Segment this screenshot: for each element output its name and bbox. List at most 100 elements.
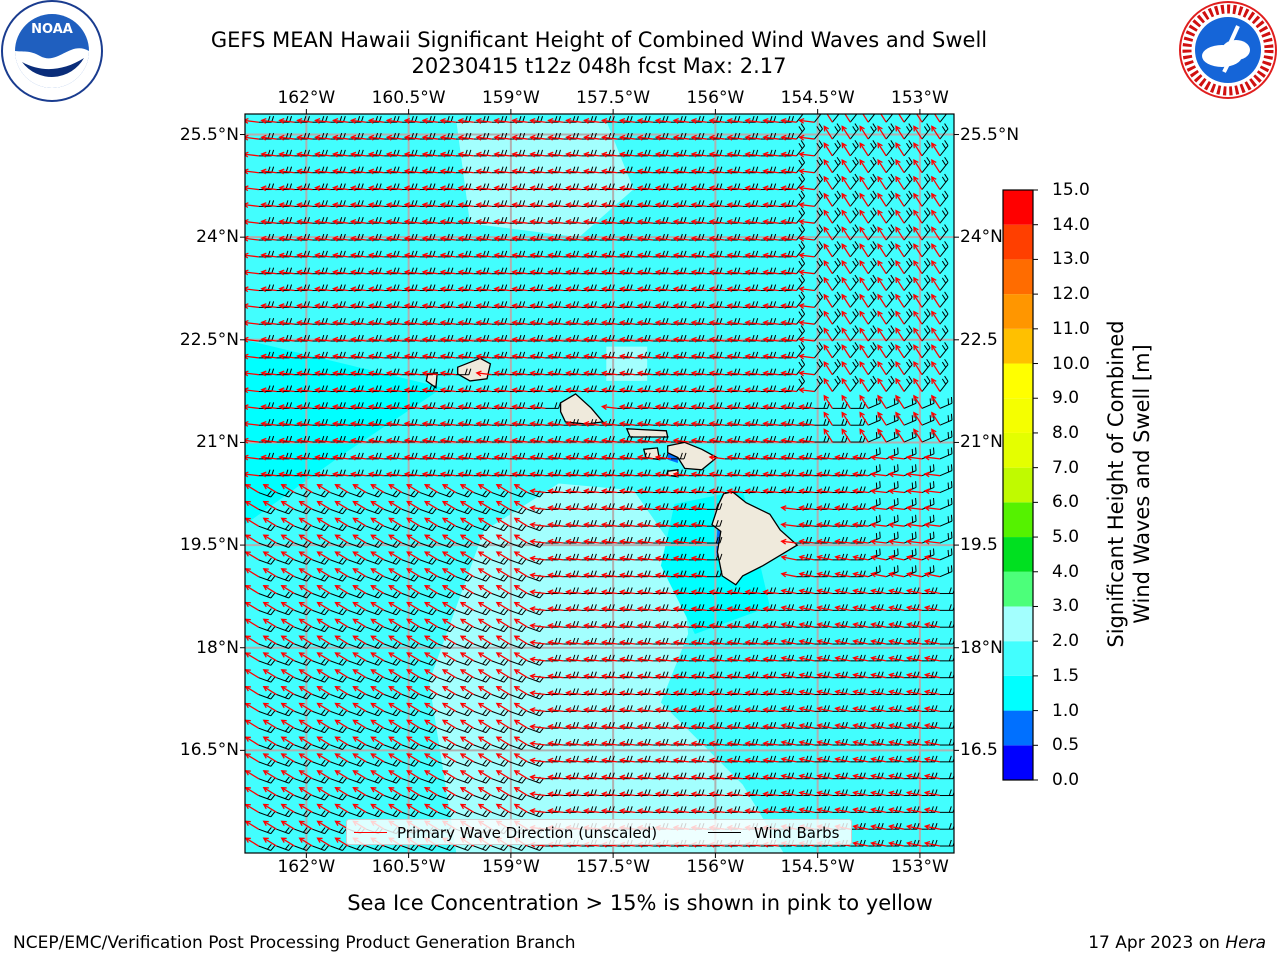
colorbar-title-line2: Wind Waves and Swell [m] [1130,344,1154,624]
colorbar-bin [1003,571,1033,607]
wave-direction-arrow [931,175,941,190]
wind-barb [814,156,823,174]
wave-direction-arrow [475,117,492,124]
colorbar-bin [1003,502,1033,538]
wave-direction-arrow [421,202,439,209]
wave-direction-arrow [859,209,869,224]
colorbar-bin [1003,710,1033,746]
wave-direction-arrow [475,151,492,158]
wave-direction-arrow [260,202,277,209]
legend-label-primary-wave: Primary Wave Direction (unscaled) [397,824,658,842]
lat-label-left: 19.5°N [179,535,239,556]
wave-direction-arrow [690,117,707,124]
wave-direction-arrow [314,218,331,225]
wave-direction-arrow [780,151,797,158]
wind-barb [814,207,823,224]
wind-barb [867,156,877,174]
wind-barb [921,207,931,224]
noaa-logo-text: NOAA [31,22,73,37]
wave-direction-arrow [403,151,421,158]
wave-direction-arrow [931,114,941,123]
wave-direction-arrow [654,202,672,209]
wave-direction-arrow [475,168,492,175]
wave-direction-arrow [278,168,295,175]
colorbar-bin [1003,328,1033,364]
wind-barb [921,140,931,157]
wave-direction-arrow [296,185,313,192]
wave-zone-west [245,339,443,525]
wave-direction-arrow [841,192,851,207]
colorbar-bin [1003,259,1033,295]
wave-direction-arrow [260,235,277,242]
wind-barb [903,123,913,140]
wave-direction-arrow [600,202,618,209]
wave-direction-arrow [439,134,456,141]
wind-barb [939,140,949,157]
island-maui [667,441,718,471]
legend-label-wind-barbs: Wind Barbs [754,824,840,842]
lat-label-left: 21°N [196,432,239,453]
lon-label-bottom: 153°W [891,857,949,877]
wave-direction-arrow [600,185,618,192]
wave-direction-arrow [565,151,582,158]
wave-direction-arrow [672,185,690,192]
footer-date-text: 17 Apr 2023 on [1088,933,1226,953]
wave-direction-arrow [726,202,743,209]
wave-direction-arrow [296,202,313,209]
colorbar-bin [1003,398,1033,433]
wave-direction-arrow [367,235,385,242]
wave-direction-arrow [672,168,690,175]
wave-direction-arrow [565,185,582,192]
wind-barb [867,140,877,157]
wind-barb [867,123,877,140]
wave-direction-arrow [565,168,582,175]
wave-direction-arrow [260,218,277,225]
wave-direction-arrow [314,185,331,192]
lon-label-top: 154.5°W [780,88,855,108]
wave-direction-arrow [877,175,887,190]
wave-direction-arrow [708,151,725,158]
wave-direction-arrow [823,142,833,157]
wind-barb [849,207,859,224]
wave-direction-arrow [385,202,403,209]
wave-direction-arrow [841,209,851,224]
lon-label-bottom: 162°W [277,857,336,877]
wave-direction-arrow [296,151,313,158]
wave-direction-arrow [367,185,385,192]
wave-direction-arrow [457,185,474,192]
wave-direction-arrow [726,134,743,141]
wind-barb [885,114,894,123]
wave-direction-arrow [439,185,456,192]
wave-direction-arrow [859,175,869,190]
wave-direction-arrow [895,114,905,123]
wave-direction-arrow [636,185,654,192]
wave-direction-arrow [314,235,331,242]
wave-direction-arrow [421,168,439,175]
lon-label-bottom: 156°W [686,857,745,877]
wind-barb [831,140,841,157]
colorbar-tick-label: 12.0 [1052,284,1090,305]
wave-direction-arrow [439,218,456,225]
wave-direction-arrow [636,218,654,225]
wind-barb [849,114,858,123]
wave-direction-arrow [744,202,761,209]
wave-direction-arrow [726,151,743,158]
colorbar-tick-label: 10.0 [1052,353,1090,374]
wave-direction-arrow [877,142,887,157]
colorbar-tick-label: 5.0 [1052,527,1080,548]
wave-direction-arrow [654,218,672,225]
wave-direction-arrow [529,168,546,175]
wave-direction-arrow [278,202,295,209]
wave-direction-arrow [708,202,725,209]
colorbar-bin [1003,537,1033,572]
wave-direction-arrow [672,218,690,225]
wave-direction-arrow [636,134,654,141]
wave-direction-arrow [583,168,600,175]
wave-direction-arrow [349,235,367,242]
lon-label-bottom: 157.5°W [576,857,651,877]
wind-barb [939,123,949,140]
wave-direction-arrow [859,142,869,157]
wave-direction-arrow [385,117,403,124]
wave-direction-arrow [931,158,941,174]
